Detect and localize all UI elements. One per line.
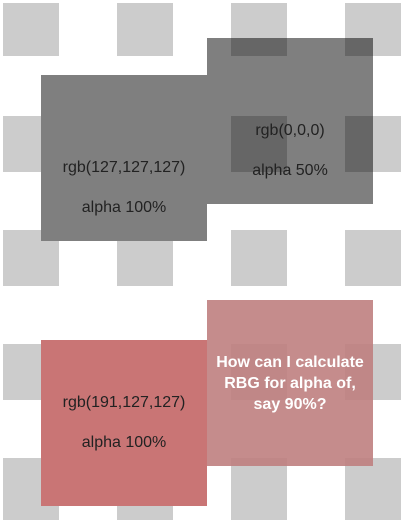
checker-square — [231, 458, 287, 520]
checker-square — [345, 230, 401, 286]
gray-opaque-rgb-text: rgb(127,127,127) — [62, 159, 186, 176]
gray-opaque-label: rgb(127,127,127) alpha 100% — [41, 138, 207, 238]
checker-square — [3, 3, 59, 56]
black-half-alpha-text: alpha 50% — [252, 162, 328, 179]
checker-square — [231, 230, 287, 286]
checker-square — [345, 458, 401, 520]
black-half-alpha-box — [207, 38, 373, 204]
gray-opaque-alpha-text: alpha 100% — [81, 199, 167, 216]
black-half-label: rgb(0,0,0) alpha 50% — [207, 101, 373, 201]
red-opaque-alpha-text: alpha 100% — [81, 434, 167, 451]
gray-opaque-box — [41, 75, 207, 241]
question-box: How can I calculate RBG for alpha of, sa… — [207, 300, 373, 466]
red-opaque-box: rgb(191,127,127) alpha 100% — [41, 340, 207, 506]
red-opaque-rgb-text: rgb(191,127,127) — [62, 394, 186, 411]
black-half-rgb-text: rgb(0,0,0) — [255, 122, 325, 139]
question-text: How can I calculate RBG for alpha of, sa… — [216, 353, 364, 413]
checker-square — [117, 3, 173, 56]
red-opaque-label: rgb(191,127,127) alpha 100% — [63, 373, 186, 473]
